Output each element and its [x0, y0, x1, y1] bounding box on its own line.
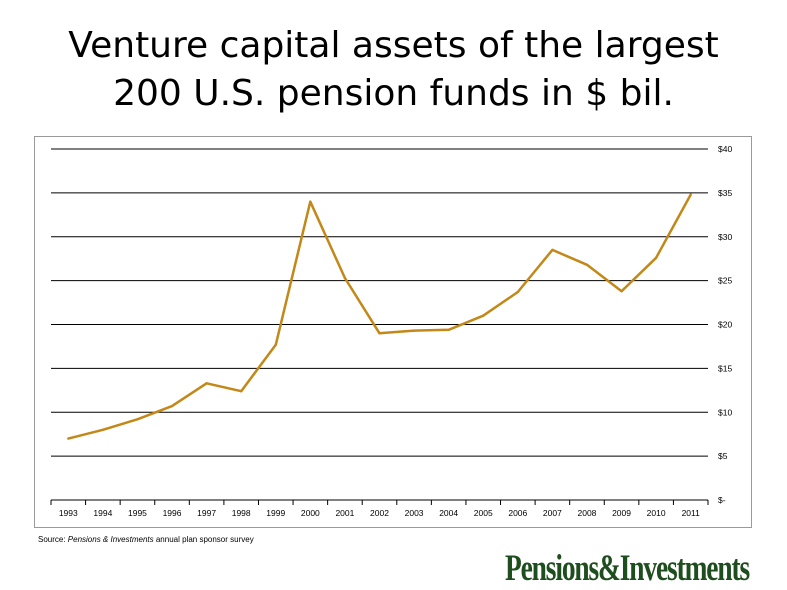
y-tick-label: $40	[718, 144, 732, 154]
y-tick-label: $10	[718, 407, 732, 417]
x-tick-label: 2001	[335, 508, 354, 518]
data-point-1996	[170, 404, 174, 408]
data-point-2009	[620, 289, 623, 293]
data-point-2005	[482, 314, 485, 317]
y-tick-label: $15	[718, 363, 732, 373]
data-point-1999	[274, 343, 277, 346]
x-tick-label: 2004	[439, 508, 458, 518]
data-point-2000	[309, 200, 312, 203]
x-tick-label: 1999	[266, 508, 285, 518]
data-point-2008	[585, 263, 589, 267]
x-tick-label: 2010	[647, 508, 666, 518]
x-tick-label: 2011	[682, 508, 701, 518]
data-point-2011	[689, 193, 692, 196]
chart-area: $- $5 $10 $15 $20 $25 $30 $35 $40 1993 1994 1995 199…	[34, 136, 752, 528]
chart-title-line-1: Venture capital assets of the largest	[68, 25, 719, 66]
data-point-2010	[654, 256, 658, 260]
source-prefix: Source:	[38, 535, 68, 544]
data-point-2003	[412, 329, 416, 332]
pensions-investments-logo: Pensions&Investments	[505, 548, 750, 589]
source-suffix: annual plan sponsor survey	[153, 535, 254, 544]
x-tick-label: 1997	[197, 508, 216, 518]
data-point-1997	[205, 382, 208, 385]
source-publication: Pensions & Investments	[67, 535, 154, 544]
x-tick-label: 2005	[474, 508, 493, 518]
series-line	[67, 193, 692, 440]
x-tick-label: 1993	[59, 508, 78, 518]
x-tick-label: 2009	[612, 508, 631, 518]
x-tick-label: 1998	[232, 508, 251, 518]
y-tick-label: $25	[718, 276, 732, 286]
data-point-1995	[136, 418, 139, 421]
data-point-2001	[343, 276, 347, 280]
x-tick-label: 2000	[301, 508, 320, 518]
x-tick-label: 1994	[93, 508, 112, 518]
y-tick-label: $5	[718, 451, 728, 461]
x-tick-label: 2006	[508, 508, 527, 518]
y-tick-label: $35	[718, 188, 732, 198]
x-tick-label: 2007	[543, 508, 562, 518]
y-tick-label: $20	[718, 320, 732, 330]
x-tick-label: 2003	[405, 508, 424, 518]
x-tick-label: 1996	[163, 508, 182, 518]
data-point-2002	[378, 332, 381, 335]
x-tick-label: 1995	[128, 508, 147, 518]
chart-title: Venture capital assets of the largest 20…	[0, 22, 787, 118]
data-point-1993	[67, 437, 70, 440]
y-tick-label: $-	[718, 495, 726, 505]
source-note: Source: Pensions & Investments annual pl…	[38, 535, 254, 544]
data-point-1994	[101, 428, 105, 431]
chart-title-line-2: 200 U.S. pension funds in $ bil.	[113, 73, 674, 114]
data-point-2007	[551, 248, 554, 252]
data-point-2006	[516, 290, 520, 294]
x-tick-label: 2002	[370, 508, 389, 518]
data-point-1998	[239, 389, 243, 393]
data-point-2004	[447, 328, 450, 331]
y-tick-label: $30	[718, 232, 732, 242]
line-chart: $- $5 $10 $15 $20 $25 $30 $35 $40 1993 1994 1995 199…	[50, 144, 732, 518]
x-tick-label: 2008	[578, 508, 597, 518]
